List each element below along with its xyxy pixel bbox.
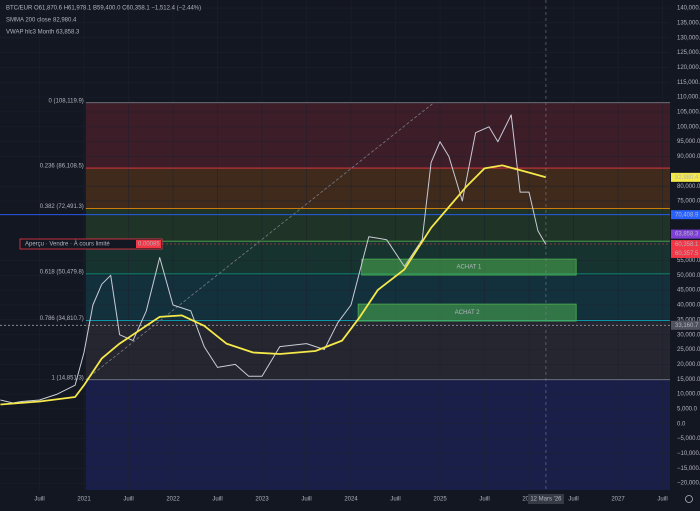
price-label-box: [671, 248, 700, 258]
fib-label: 0.382 (72,491.3): [40, 204, 84, 210]
x-tick-label: Juill: [123, 497, 133, 503]
plot-area: 0 (108,119.9) 0.236 (86,108.5) 0.382 (72,4…: [0, 0, 671, 490]
x-tick-label: Juill: [301, 497, 311, 503]
vwap-value: 63,858.3: [56, 30, 80, 36]
order-qty-box: [136, 240, 161, 248]
y-tick-label: 105,000.0: [677, 110, 700, 116]
y-tick-label: 20,000.0: [677, 362, 700, 368]
zone-label: ACHAT 1: [457, 265, 482, 271]
price-label: 60,357.5: [675, 251, 699, 257]
order-qty: 0.00085: [138, 242, 160, 248]
cursor-box: [527, 494, 564, 504]
y-tick-label: 35,000.0: [677, 317, 700, 323]
series-line: [0, 164, 547, 406]
x-tick-label: Juill: [212, 497, 222, 503]
price-label-box: [671, 229, 700, 239]
y-tick-label: 100,000.0: [677, 124, 700, 130]
sma-value: 82,980.4: [53, 18, 77, 24]
y-tick-label: 50,000.0: [677, 273, 700, 279]
order-text: Aperçu · Vendre · À cours limité: [25, 241, 110, 248]
y-tick-label: 110,000.0: [677, 95, 700, 101]
x-tick-label: 2021: [77, 497, 91, 503]
settings-icon: [685, 495, 693, 503]
price-label: 70,408.9: [675, 212, 699, 218]
y-tick-label: 115,000.0: [677, 80, 700, 86]
fib-label: 0.786 (34,810.7): [40, 316, 84, 322]
fib-zone: [85, 168, 671, 209]
y-tick-label: −15,000.0: [677, 466, 700, 472]
y-tick-label: 95,000.0: [677, 139, 700, 145]
cursor-label: 12 Mars '26: [530, 497, 562, 503]
fib-label: 0.236 (86,108.5): [40, 164, 84, 170]
price-label: 63,858.3: [675, 232, 699, 238]
y-tick-label: 0.0: [677, 421, 686, 427]
y-tick-label: 30,000.0: [677, 332, 700, 338]
x-tick-label: 2023: [255, 497, 269, 503]
vwap-name: VWAP hlc3 Month: [6, 30, 54, 36]
x-tick-label: 2024: [344, 497, 358, 503]
x-tick-label: 2027: [611, 497, 625, 503]
y-tick-label: −5,000.0: [677, 436, 700, 442]
fib-zone: [85, 102, 671, 169]
x-tick-label: Juill: [657, 497, 667, 503]
fib-label: 0 (108,119.9): [49, 98, 84, 104]
y-tick-label: 55,000.0: [677, 258, 700, 264]
y-tick-label: 75,000.0: [677, 199, 700, 205]
series-line: [0, 114, 547, 404]
price-label-box: [671, 240, 700, 250]
price-label: 60,358.1: [675, 242, 699, 248]
price-label-box: [671, 172, 700, 182]
x-tick-label: Juill: [390, 497, 400, 503]
y-tick-label: 140,000.0: [677, 6, 700, 12]
price-label-box: [671, 210, 700, 220]
sma-name: SMMA 200 close: [6, 18, 52, 24]
price-label: 82,980.4: [675, 175, 699, 181]
zone-label: ACHAT 2: [455, 310, 480, 316]
y-tick-label: 40,000.0: [677, 303, 700, 309]
price-label: 33,160.7: [675, 323, 699, 329]
buy-zone: [357, 303, 577, 322]
x-tick-label: 2022: [166, 497, 180, 503]
y-tick-label: 80,000.0: [677, 184, 700, 190]
y-tick-label: 90,000.0: [677, 154, 700, 160]
y-tick-label: −10,000.0: [677, 451, 700, 457]
x-tick-label: Juill: [34, 497, 44, 503]
y-tick-label: 15,000.0: [677, 377, 700, 383]
y-tick-label: 135,000.0: [677, 20, 700, 26]
symbol: BTC/EUR: [6, 6, 33, 12]
y-tick-label: 25,000.0: [677, 347, 700, 353]
y-tick-label: 120,000.0: [677, 65, 700, 71]
y-tick-label: −20,000.0: [677, 481, 700, 487]
overlay: 140,000.0 135,000.0 130,000.0 125,000.0 120,…: [6, 0, 700, 504]
y-tick-label: 10,000.0: [677, 392, 700, 398]
fib-label: 1 (14,851.3): [51, 375, 83, 381]
price-label-box: [671, 320, 700, 330]
fib-trend-line: [85, 102, 435, 380]
y-tick-label: 125,000.0: [677, 50, 700, 56]
fib-zone: [85, 379, 671, 490]
x-tick-label: 2025: [433, 497, 447, 503]
y-tick-label: 5,000.0: [677, 407, 698, 413]
fib-zone: [85, 320, 671, 380]
fib-label: 0.618 (50,479.8): [40, 269, 84, 275]
x-tick-label: Juill: [568, 497, 578, 503]
fib-zone: [85, 208, 671, 242]
y-tick-label: 130,000.0: [677, 35, 700, 41]
buy-zone: [361, 258, 577, 276]
x-tick-label: Juill: [479, 497, 489, 503]
y-tick-label: 45,000.0: [677, 288, 700, 294]
ohlc: O61,870.6 H61,978.1 B59,400.0 C60,358.1 …: [34, 6, 201, 12]
